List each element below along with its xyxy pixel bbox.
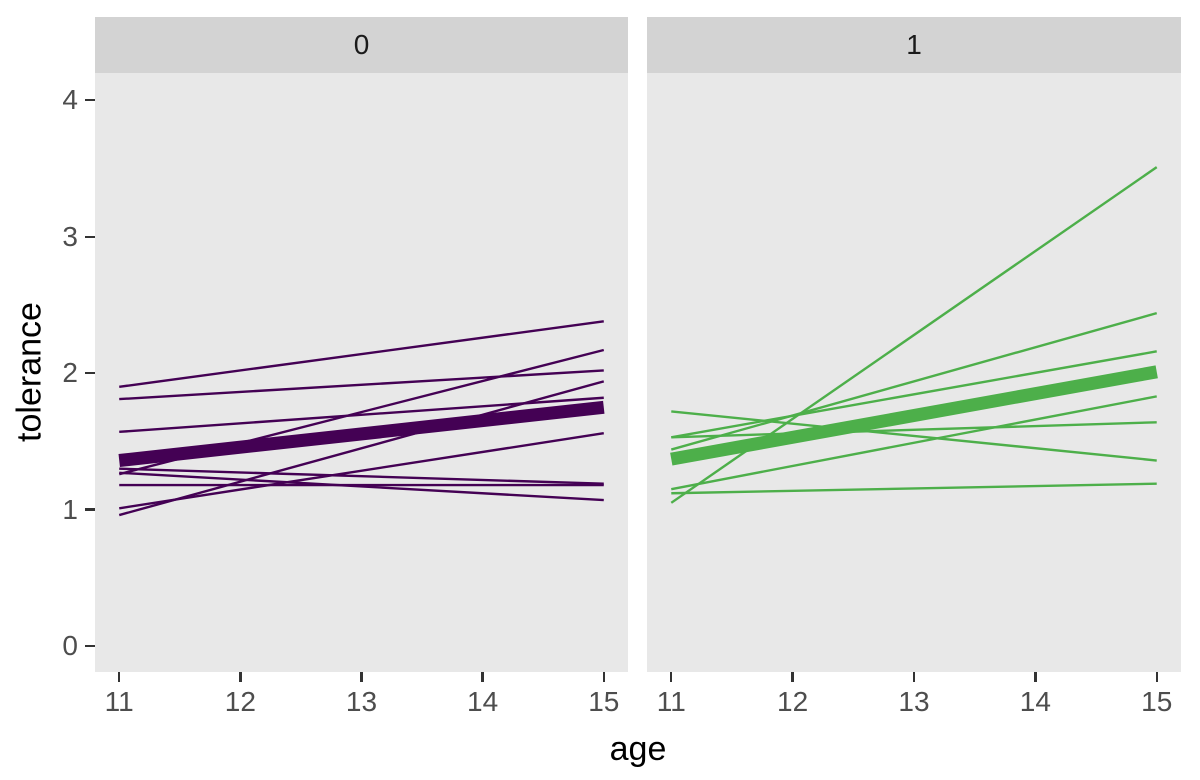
- x-axis-title: age: [609, 730, 667, 768]
- trajectory-line: [119, 369, 604, 401]
- trajectory-line: [671, 482, 1157, 495]
- facet-panel-0: [95, 73, 628, 672]
- x-tick-label: 12: [777, 686, 809, 717]
- trajectory-line: [671, 395, 1157, 491]
- y-tick-mark: [85, 371, 95, 375]
- x-tick-mark: [1155, 672, 1158, 682]
- trajectory-line: [671, 410, 1157, 462]
- facet-panel-1: [647, 73, 1181, 672]
- trajectory-line: [119, 320, 604, 389]
- y-tick-mark: [85, 644, 95, 648]
- facet-strip-0: 0: [95, 17, 628, 73]
- x-tick-label: 15: [1141, 686, 1173, 717]
- facet-strip-label: 0: [353, 29, 370, 60]
- x-tick-mark: [118, 672, 121, 682]
- trajectory-line: [670, 311, 1158, 451]
- y-tick-label: 1: [62, 493, 78, 525]
- x-tick-mark: [481, 672, 484, 682]
- x-tick-label: 13: [345, 686, 378, 717]
- trajectory-line: [119, 471, 604, 502]
- x-tick-label: 13: [898, 686, 930, 717]
- x-tick-mark: [239, 672, 242, 682]
- x-tick-label: 15: [588, 686, 620, 717]
- trajectory-line: [118, 380, 605, 517]
- y-axis-title: tolerance: [10, 302, 49, 442]
- x-tick-label: 12: [224, 686, 256, 717]
- y-tick-mark: [85, 508, 95, 511]
- facet-strip-label: 1: [906, 29, 922, 60]
- trajectory-line: [119, 432, 604, 510]
- y-tick-mark: [85, 99, 95, 102]
- trajectory-line: [671, 421, 1157, 439]
- mean-trajectory-line: [670, 365, 1158, 466]
- x-tick-mark: [1034, 672, 1037, 682]
- facet-plot-area: [118, 320, 605, 517]
- y-tick-label: 3: [62, 220, 78, 252]
- y-tick-mark: [85, 235, 95, 238]
- x-tick-label: 14: [1019, 686, 1051, 717]
- x-tick-mark: [791, 672, 794, 682]
- mean-trajectory-line: [118, 400, 605, 467]
- x-tick-label: 11: [656, 686, 686, 717]
- x-tick-mark: [360, 672, 363, 682]
- trajectory-line: [119, 467, 604, 485]
- x-tick-mark: [912, 672, 916, 682]
- facet-plot-area: [670, 166, 1158, 504]
- y-tick-label: 2: [62, 357, 78, 389]
- x-tick-mark: [670, 672, 673, 682]
- x-tick-label: 14: [467, 686, 499, 717]
- facet-strip-1: 1: [647, 17, 1181, 73]
- x-tick-mark: [602, 672, 605, 682]
- y-tick-label: 4: [62, 84, 78, 116]
- y-tick-label: 0: [62, 630, 78, 662]
- trajectory-line: [671, 350, 1157, 439]
- x-tick-label: 11: [104, 686, 134, 717]
